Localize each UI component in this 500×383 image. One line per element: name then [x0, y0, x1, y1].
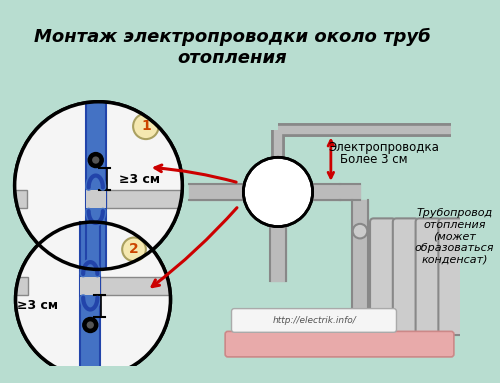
Bar	[10, 190, 28, 208]
Circle shape	[133, 114, 158, 139]
Bar	[86, 190, 106, 208]
FancyBboxPatch shape	[370, 218, 396, 335]
Circle shape	[92, 156, 100, 164]
Bar	[86, 97, 106, 274]
Circle shape	[86, 321, 94, 329]
FancyBboxPatch shape	[416, 218, 441, 335]
Text: Монтаж электропроводки около труб
отопления: Монтаж электропроводки около труб отопле…	[34, 28, 431, 67]
Text: Трубопровод
отопления
(может
образоваться
конденсат): Трубопровод отопления (может образоватьс…	[414, 208, 494, 265]
Bar	[100, 277, 178, 295]
Bar	[80, 277, 100, 295]
Circle shape	[16, 222, 171, 377]
Bar	[14, 102, 98, 269]
FancyBboxPatch shape	[225, 331, 454, 357]
FancyBboxPatch shape	[232, 309, 396, 332]
FancyBboxPatch shape	[393, 218, 418, 335]
Bar	[11, 277, 28, 295]
Text: Более 3 см: Более 3 см	[340, 153, 407, 166]
Circle shape	[352, 224, 368, 239]
Bar	[106, 190, 190, 208]
Circle shape	[122, 237, 146, 261]
Bar	[106, 102, 190, 269]
Bar	[16, 222, 171, 377]
Bar	[91, 102, 106, 269]
Circle shape	[244, 157, 312, 227]
Text: http://electrik.info/: http://electrik.info/	[272, 316, 356, 325]
Text: ≥3 см: ≥3 см	[118, 173, 160, 186]
Text: 1: 1	[141, 119, 150, 133]
Circle shape	[88, 152, 104, 168]
FancyBboxPatch shape	[438, 218, 464, 335]
Bar	[80, 218, 100, 381]
Circle shape	[82, 317, 98, 333]
Text: ≥3 см: ≥3 см	[18, 300, 58, 313]
Circle shape	[14, 102, 182, 269]
Text: Электропроводка: Электропроводка	[328, 141, 439, 154]
Text: 2: 2	[129, 242, 139, 256]
